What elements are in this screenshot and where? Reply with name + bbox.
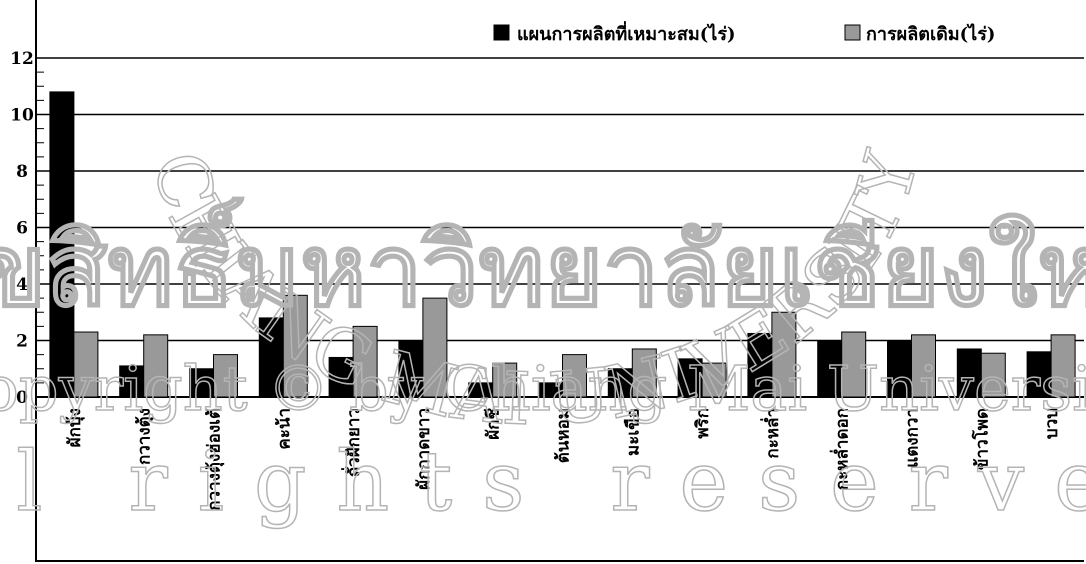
y-tick-label: 2 [16, 332, 28, 352]
legend-swatch-series-2 [844, 24, 861, 41]
x-category-label: พริก [693, 408, 713, 439]
x-category-label: ผักกาดขาว [414, 408, 434, 490]
bar-series-2 [1050, 334, 1076, 398]
bar-series-2 [562, 354, 587, 398]
bar-series-1 [258, 317, 284, 398]
x-category-label: ผักบุ้ง [65, 408, 85, 447]
legend-label-series-2: การผลิตเดิม(ไร่) [866, 23, 995, 45]
bar-series-1 [398, 340, 424, 398]
x-category-label: บวบ [1042, 408, 1062, 439]
bar-series-2 [841, 331, 867, 398]
bar-series-1 [817, 340, 843, 398]
legend: แผนการผลิตที่เหมาะสม(ไร่) การผลิตเดิม(ไร… [493, 21, 995, 45]
bar-series-2 [492, 362, 518, 398]
bar-series-2 [631, 348, 657, 398]
x-category-label: มะเขือ [622, 408, 643, 456]
bar-series-1 [677, 358, 703, 398]
bar-series-1 [956, 348, 982, 398]
x-category-label: ผักชี [483, 408, 504, 440]
bar-series-1 [49, 91, 75, 398]
y-tick-label: 6 [16, 219, 28, 239]
x-category-label: กวางตุ้งฮ่องเต้ [205, 408, 225, 511]
bar-series-2 [73, 331, 99, 398]
legend-label-series-1: แผนการผลิตที่เหมาะสม(ไร่) [517, 21, 736, 45]
x-category-label: กะหล่ำ [760, 408, 783, 459]
y-tick-label: 4 [16, 275, 28, 295]
x-category-label: ถั่วฝักยาว [341, 408, 364, 477]
bar-series-1 [887, 340, 912, 398]
bar-series-1 [468, 382, 494, 398]
x-category-label: แตงกวา [903, 408, 923, 468]
bar-series-2 [213, 354, 238, 398]
chart-frame [35, 0, 1084, 562]
x-category-label: ต้นหอม [554, 408, 574, 463]
y-tick-label: 12 [10, 49, 34, 69]
bar-series-2 [771, 311, 797, 398]
bars [49, 91, 1076, 398]
bar-series-1 [1026, 351, 1052, 398]
bar-series-2 [701, 362, 727, 398]
x-category-label: คะน้า [274, 408, 294, 450]
x-category-label: กวางตุ้ง [135, 408, 155, 465]
y-tick-label: 8 [16, 162, 28, 182]
bar-series-2 [422, 297, 448, 398]
bar-series-1 [538, 382, 563, 398]
y-tick-label: 0 [16, 388, 28, 408]
bar-series-1 [328, 356, 354, 398]
y-tick-label: 10 [10, 106, 34, 126]
y-axis: 0 2 4 6 8 10 12 [10, 49, 44, 408]
bar-series-2 [352, 325, 378, 398]
bar-series-2 [980, 352, 1006, 398]
x-axis-labels: ผักบุ้ง กวางตุ้ง กวางตุ้งฮ่องเต้ คะน้า ถั่วฝ… [65, 408, 1062, 511]
bar-series-1 [119, 365, 145, 398]
bar-series-1 [189, 368, 214, 398]
bar-series-2 [282, 294, 308, 398]
bar-series-1 [607, 368, 633, 398]
bar-series-2 [911, 334, 936, 398]
legend-swatch-series-1 [493, 24, 510, 41]
x-category-label: ข้าวโพด [971, 408, 992, 470]
bar-series-2 [143, 334, 169, 398]
bar-series-1 [747, 332, 773, 398]
x-category-label: กะหล่ำดอก [830, 408, 853, 490]
